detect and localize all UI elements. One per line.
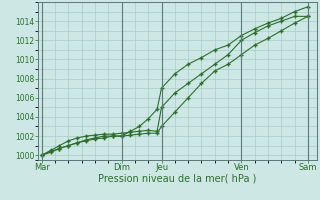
X-axis label: Pression niveau de la mer( hPa ): Pression niveau de la mer( hPa )	[99, 173, 257, 183]
